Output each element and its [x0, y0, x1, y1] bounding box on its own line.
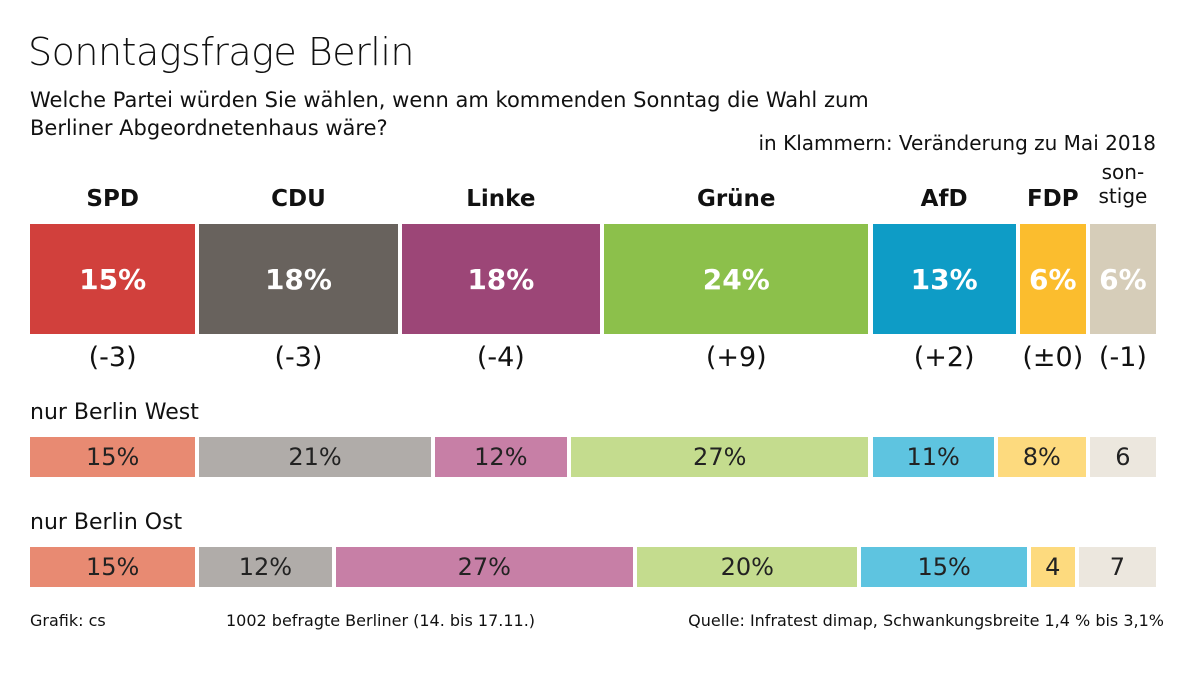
- bar-main-0: 15%: [30, 224, 196, 334]
- party-label: FDP: [1026, 186, 1079, 212]
- footer-credit: Grafik: cs: [30, 611, 106, 630]
- bar-1-5: 8%: [997, 437, 1086, 477]
- chart-title: Sonntagsfrage Berlin: [28, 30, 414, 74]
- bar-2-0: 15%: [30, 547, 196, 587]
- footer-source: Quelle: Infratest dimap, Schwankungsbrei…: [688, 611, 1164, 630]
- party-label: CDU: [271, 186, 326, 212]
- bar-1-6: 6: [1089, 437, 1156, 477]
- bar-1-1: 21%: [199, 437, 431, 477]
- party-label: Grüne: [696, 186, 776, 212]
- party-label: son- stige: [1098, 160, 1148, 208]
- bar-2-5: 4: [1030, 547, 1075, 587]
- bar-1-2: 12%: [434, 437, 567, 477]
- change-label: (±0): [1022, 342, 1084, 373]
- bar-main-4: 13%: [872, 224, 1016, 334]
- party-label: AfD: [920, 186, 968, 212]
- change-label: (+2): [913, 342, 975, 373]
- bar-main-1: 18%: [199, 224, 398, 334]
- chart-subtitle: Welche Partei würden Sie wählen, wenn am…: [30, 88, 869, 140]
- change-label: (-3): [88, 342, 137, 373]
- bar-2-1: 12%: [199, 547, 332, 587]
- bar-2-3: 20%: [637, 547, 858, 587]
- bar-2-4: 15%: [861, 547, 1027, 587]
- change-label: (-4): [476, 342, 525, 373]
- party-label: SPD: [86, 186, 139, 212]
- row-label: nur Berlin West: [30, 400, 199, 425]
- bar-1-3: 27%: [570, 437, 869, 477]
- change-label: (-1): [1098, 342, 1147, 373]
- change-note: in Klammern: Veränderung zu Mai 2018: [758, 131, 1157, 155]
- bar-main-2: 18%: [401, 224, 601, 334]
- bar-1-4: 11%: [872, 437, 994, 477]
- bar-main-5: 6%: [1019, 224, 1086, 334]
- bar-main-3: 24%: [604, 224, 869, 334]
- change-label: (+9): [705, 342, 767, 373]
- bar-2-6: 7: [1078, 547, 1156, 587]
- bar-main-6: 6%: [1089, 224, 1156, 334]
- bar-2-2: 27%: [335, 547, 634, 587]
- bar-1-0: 15%: [30, 437, 196, 477]
- party-label: Linke: [466, 186, 536, 212]
- row-label: nur Berlin Ost: [30, 510, 183, 535]
- change-label: (-3): [274, 342, 323, 373]
- footer-sample: 1002 befragte Berliner (14. bis 17.11.): [226, 611, 536, 630]
